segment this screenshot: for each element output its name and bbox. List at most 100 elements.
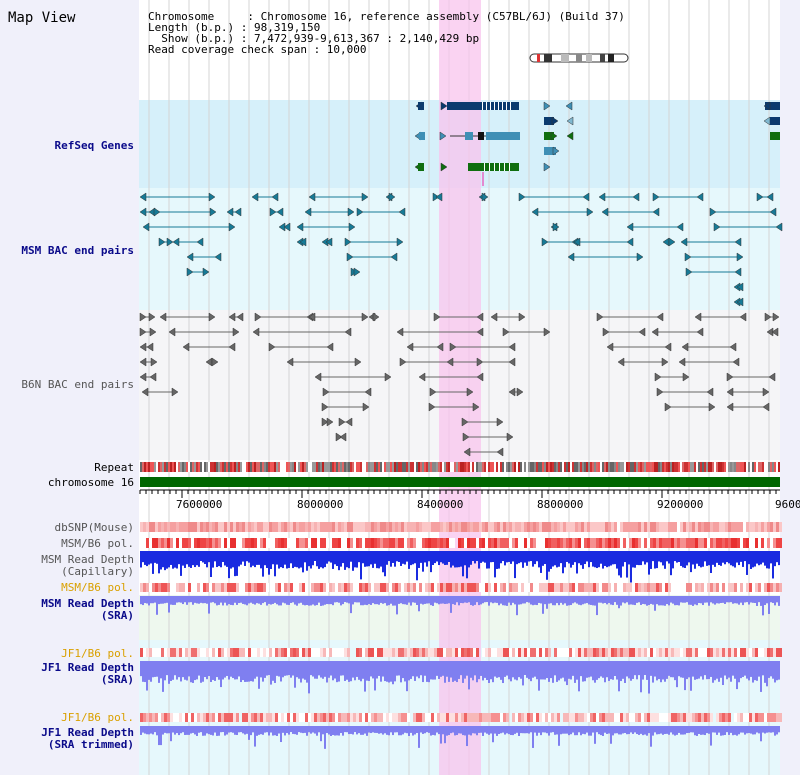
heat-cell [446,713,449,722]
heat-cell [326,713,329,722]
depth-bar [740,551,742,562]
heat-cell [428,713,431,722]
repeat-cell [488,462,490,472]
jf1-depth-trim-label-1: JF1 Read Depth [41,726,134,739]
gene-exon-gap [499,163,500,171]
heat-cell [404,713,407,722]
repeat-cell [616,462,618,472]
heat-cell [500,538,503,548]
depth-bar [160,551,162,570]
depth-bar [368,551,370,567]
heat-cell [383,583,386,592]
repeat-cell [706,462,708,472]
depth-bar [398,596,400,604]
repeat-cell [636,462,638,472]
depth-bar [376,726,378,733]
depth-bar [496,661,498,678]
depth-bar [250,726,252,736]
depth-bar [504,661,506,677]
depth-bar [348,551,350,569]
depth-bar [620,551,622,578]
depth-bar [194,726,196,735]
heat-cell [455,713,458,722]
repeat-cell [652,462,654,472]
depth-bar [654,661,656,677]
depth-bar [374,661,376,691]
depth-bar [262,726,264,735]
depth-bar [276,551,278,565]
heat-cell [437,522,440,532]
heat-cell [764,583,767,592]
depth-bar [360,551,362,580]
depth-bar [224,596,226,603]
depth-bar [456,596,458,603]
heat-cell [290,583,293,592]
repeat-cell [336,462,338,472]
feature-arrow [476,327,484,337]
depth-bar [524,726,526,734]
feature-arrow [596,312,604,322]
heat-cell [566,648,569,657]
heat-cell [662,583,665,592]
depth-bar [354,661,356,681]
heat-cell [665,583,668,592]
heat-cell [506,538,509,548]
dbsnp-label: dbSNP(Mouse) [54,521,134,534]
depth-bar [150,661,152,682]
repeat-cell [140,462,142,472]
selection-highlight[interactable] [439,0,481,775]
repeat-cell [412,462,414,472]
heat-cell [479,583,482,592]
heat-cell [179,583,182,592]
heat-cell [224,583,227,592]
depth-bar [712,596,714,604]
heat-cell [425,538,428,548]
depth-bar [220,551,222,568]
heat-cell [440,538,443,548]
heat-cell [536,713,539,722]
depth-bar [278,661,280,677]
repeat-cell [604,462,606,472]
gene-block [465,132,473,140]
repeat-cell [240,462,242,472]
heat-cell [674,648,677,657]
depth-bar [396,551,398,562]
depth-bar [762,551,764,563]
depth-bar [388,596,390,606]
depth-bar [590,596,592,605]
depth-bar [326,661,328,683]
depth-bar [668,551,670,564]
heat-cell [740,522,743,532]
heat-cell [164,583,167,592]
heat-cell [506,713,509,722]
depth-bar [396,726,398,733]
depth-bar [234,596,236,603]
heat-cell [182,538,185,548]
heat-cell [524,583,527,592]
chromosome-ideogram[interactable] [524,50,634,66]
axis-tick-6: 9600000 [775,498,800,511]
heat-cell [158,648,161,657]
depth-bar [762,726,764,733]
heat-cell [752,713,755,722]
depth-bar [708,551,710,566]
depth-bar [152,551,154,574]
depth-bar [142,726,144,733]
feature-arrow [335,432,343,442]
heat-cell [284,538,287,548]
depth-bar [240,596,242,603]
depth-bar [296,661,298,678]
heat-cell [533,538,536,548]
heat-cell [434,648,437,657]
repeat-cell [428,462,430,472]
heat-cell [278,522,281,532]
heat-cell [380,583,383,592]
heat-cell [707,648,710,657]
heat-cell [500,648,503,657]
heat-cell [449,583,452,592]
repeat-cell [414,462,416,472]
depth-bar [244,726,246,735]
feature-arrow [344,327,352,337]
depth-bar [662,551,664,566]
